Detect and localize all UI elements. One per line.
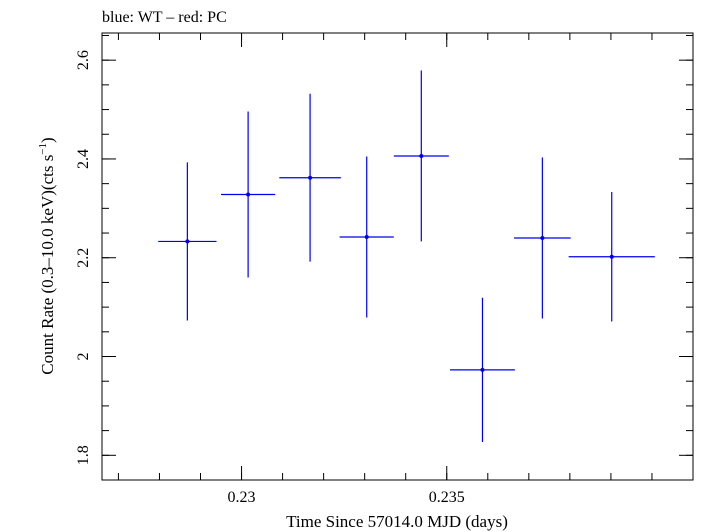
y-tick-label: 2.2: [75, 248, 92, 268]
data-point: [514, 157, 571, 319]
data-points: [158, 70, 655, 442]
point-marker: [246, 192, 251, 197]
data-point: [450, 297, 515, 442]
y-axis-label-sup: −1: [37, 143, 49, 155]
data-point: [158, 162, 217, 321]
y-axis-label-close: ): [38, 137, 57, 143]
point-marker: [364, 234, 369, 239]
point-marker: [308, 175, 313, 180]
y-tick-label: 2.6: [75, 50, 92, 70]
point-marker: [540, 235, 545, 240]
data-point: [221, 111, 276, 278]
x-tick-label: 0.23: [228, 489, 256, 506]
x-tick-label: 0.235: [429, 489, 465, 506]
y-tick-label: 1.8: [75, 445, 92, 465]
plot-frame: [101, 32, 694, 481]
x-axis-label: Time Since 57014.0 MJD (days): [286, 512, 508, 531]
point-marker: [185, 239, 190, 244]
point-marker: [480, 367, 485, 372]
y-tick-label: 2: [75, 353, 92, 361]
y-tick-label: 2.4: [75, 149, 92, 169]
y-axis-label-main: Count Rate (0.3–10.0 keV)(cts s: [38, 155, 57, 375]
axes: 0.23 0.235 1.8 2 2.2 2.4 2.6: [75, 33, 694, 506]
data-point: [393, 70, 449, 242]
point-marker: [609, 254, 614, 259]
data-point: [279, 93, 341, 262]
chart-title: blue: WT – red: PC: [102, 9, 227, 26]
y-axis-label: Count Rate (0.3–10.0 keV)(cts s−1): [37, 137, 57, 374]
data-point: [339, 156, 394, 318]
data-point: [568, 192, 655, 322]
point-marker: [419, 153, 424, 158]
